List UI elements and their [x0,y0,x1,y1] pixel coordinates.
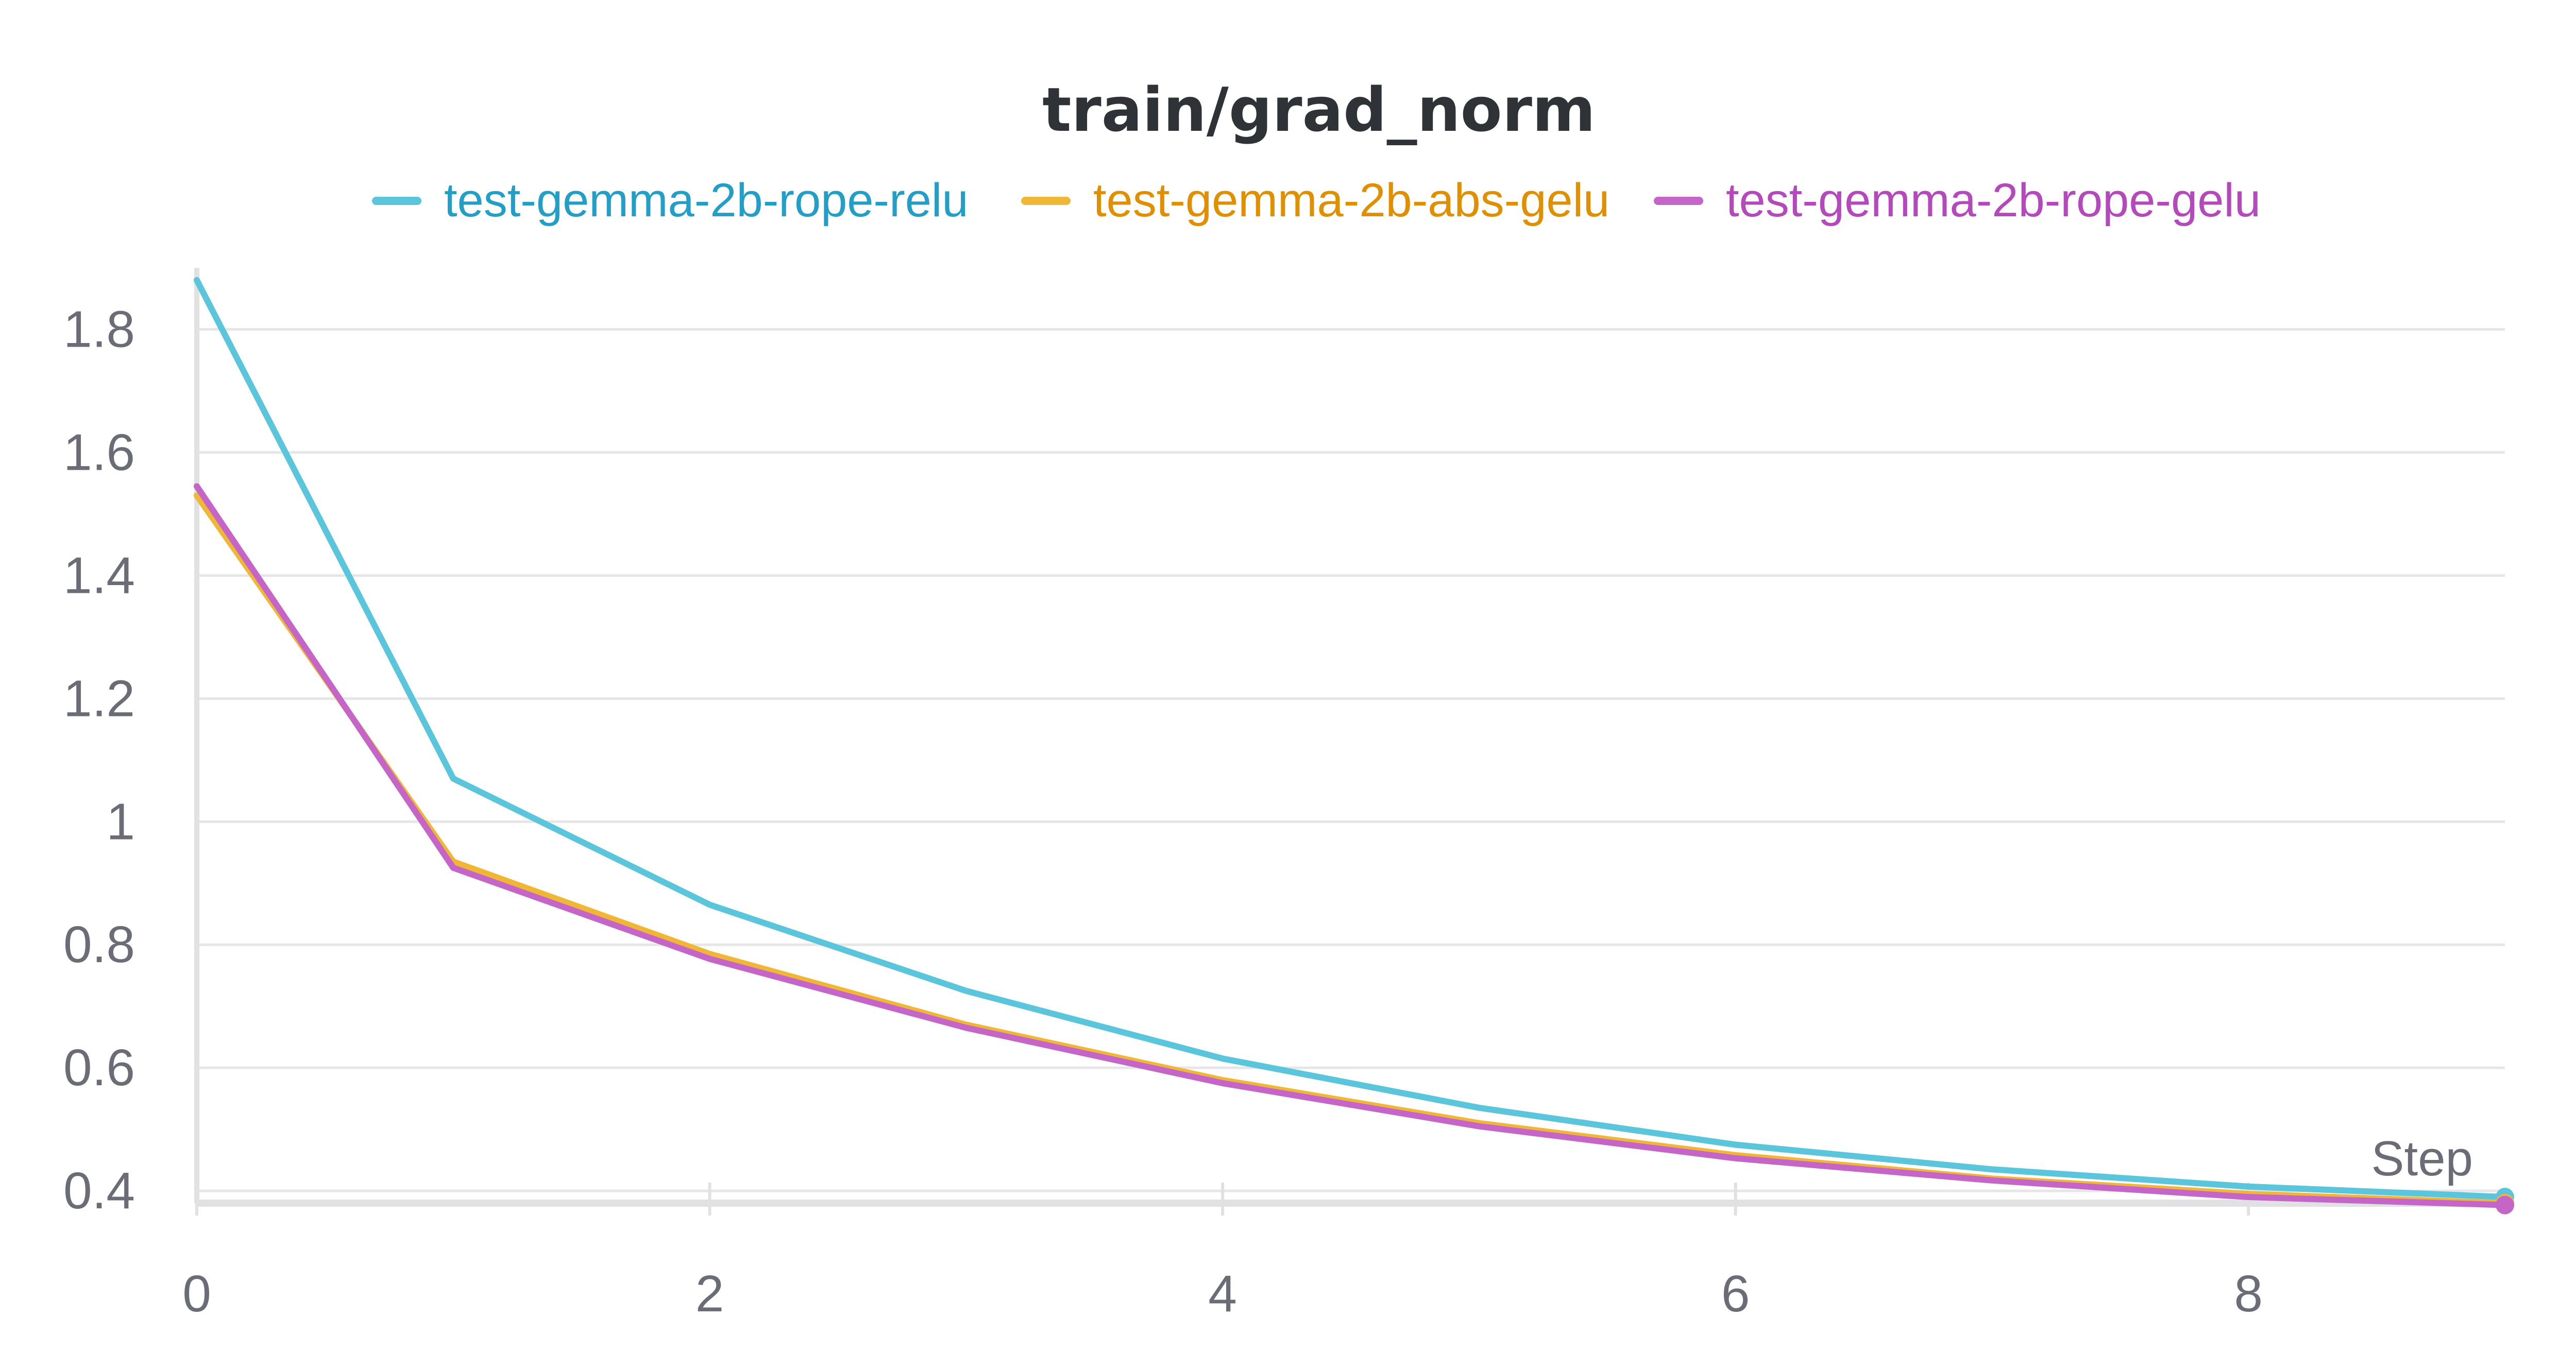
legend: test-gemma-2b-rope-relu test-gemma-2b-abs… [372,174,2261,227]
axes [194,268,2505,1207]
y-tick-label: 0.8 [63,916,135,973]
legend-label: test-gemma-2b-rope-gelu [1726,174,2261,227]
y-axis-ticks: 0.4 0.6 0.8 1 1.2 1.4 1.6 1.8 [63,300,135,1220]
series-end-point [2496,1195,2514,1215]
x-tick-label: 0 [182,1265,211,1323]
grid [197,328,2505,1192]
legend-label: test-gemma-2b-rope-relu [444,174,968,227]
chart-title: train/grad_norm [1042,74,1596,145]
x-axis-label: Step [2371,1131,2473,1186]
legend-label: test-gemma-2b-abs-gelu [1093,174,1609,227]
y-tick-label: 1.2 [63,670,135,727]
legend-item: test-gemma-2b-abs-gelu [1021,174,1609,227]
series-line-test-gemma-2b-rope-gelu [194,483,2508,1208]
y-tick-label: 1.8 [63,300,135,358]
x-tick-label: 6 [1721,1265,1750,1323]
series-line-test-gemma-2b-abs-gelu [194,492,2508,1206]
y-tick-label: 0.6 [63,1039,135,1097]
legend-item: test-gemma-2b-rope-relu [372,174,968,227]
x-tick-label: 4 [1208,1265,1237,1323]
y-tick-label: 1.6 [63,423,135,481]
y-tick-label: 1.4 [63,546,135,604]
y-tick-label: 0.4 [63,1162,135,1220]
x-tick-label: 8 [2234,1265,2263,1323]
series-line-test-gemma-2b-rope-relu [194,277,2508,1201]
y-tick-label: 1 [106,793,135,850]
series-lines [194,277,2514,1215]
x-tick-label: 2 [696,1265,724,1323]
legend-item: test-gemma-2b-rope-gelu [1654,174,2261,227]
x-axis-ticks: 0 2 4 6 8 [182,1183,2263,1323]
